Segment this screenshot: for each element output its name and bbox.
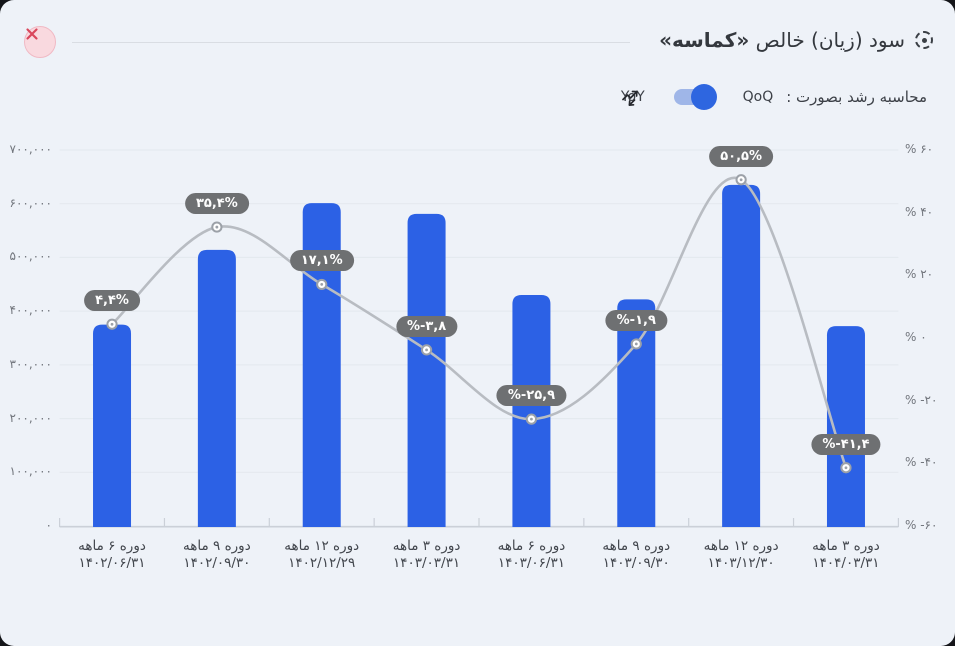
category-date: ۱۴۰۳/۰۹/۳۰ <box>602 555 670 571</box>
bar[interactable] <box>617 299 656 527</box>
growth-label-pill: ۴,۴% <box>84 290 140 312</box>
category-period: دوره ۳ ماهه <box>812 538 880 554</box>
category-date: ۱۴۰۲/۱۲/۲۹ <box>288 555 356 571</box>
left-axis-tick: ۰ <box>45 518 52 532</box>
option-qoq[interactable]: QoQ <box>742 89 774 105</box>
x-axis-category: دوره ۳ ماهه ۱۴۰۴/۰۳/۳۱ <box>781 538 911 572</box>
growth-line <box>111 176 848 469</box>
growth-mode-control: محاسبه رشد بصورت : QoQ YoY <box>620 84 927 110</box>
bar[interactable] <box>93 324 132 527</box>
data-point-center <box>634 342 638 346</box>
toggle-thumb[interactable] <box>690 84 717 110</box>
page-title: سود (زیان) خالص «کماسه» <box>659 28 905 52</box>
right-axis-tick: % ۰ <box>905 330 927 344</box>
bar[interactable] <box>722 184 761 527</box>
category-period: دوره ۶ ماهه <box>497 538 566 554</box>
bar[interactable] <box>302 203 341 528</box>
data-point-center <box>320 283 324 286</box>
x-axis-category: دوره ۹ ماهه ۱۴۰۲/۰۹/۳۰ <box>152 538 282 572</box>
right-axis-tick: % -۴۰ <box>905 455 938 470</box>
page-title-row: سود (زیان) خالص «کماسه» <box>659 28 933 52</box>
category-period: دوره ۶ ماهه <box>78 538 146 554</box>
target-circle-icon <box>915 31 933 49</box>
category-date: ۱۴۰۴/۰۳/۳۱ <box>812 555 880 571</box>
x-axis-category: دوره ۹ ماهه ۱۴۰۳/۰۹/۳۰ <box>571 538 701 572</box>
right-axis-tick: % ۶۰ <box>905 142 934 156</box>
growth-label-pill: %-۴۱,۴ <box>811 433 881 455</box>
right-axis-tick: % ۴۰ <box>905 204 934 219</box>
bar[interactable] <box>197 249 236 527</box>
left-axis-tick: ۷۰۰,۰۰۰ <box>9 142 53 156</box>
left-axis-tick: ۶۰۰,۰۰۰ <box>9 195 53 210</box>
bar[interactable] <box>826 326 865 527</box>
category-period: دوره ۱۲ ماهه <box>703 538 779 554</box>
title-main: سود (زیان) خالص <box>755 28 905 52</box>
data-point-center <box>425 348 428 352</box>
left-axis-tick: ۱۰۰,۰۰۰ <box>9 464 53 479</box>
x-axis-category: دوره ۶ ماهه ۱۴۰۲/۰۶/۳۱ <box>47 538 177 572</box>
data-point-center <box>215 225 219 229</box>
close-icon <box>26 28 38 40</box>
left-axis-tick: ۲۰۰,۰۰۰ <box>9 410 53 425</box>
category-period: دوره ۳ ماهه <box>392 538 461 554</box>
x-axis-category: دوره ۱۲ ماهه ۱۴۰۲/۱۲/۲۹ <box>257 538 387 572</box>
growth-label-pill: %-۳,۸ <box>395 315 458 337</box>
growth-mode-label: محاسبه رشد بصورت : <box>786 88 927 106</box>
category-period: دوره ۱۲ ماهه <box>284 538 360 554</box>
category-date: ۱۴۰۲/۰۶/۳۱ <box>78 555 146 571</box>
data-point-center <box>844 466 848 470</box>
x-axis-category: دوره ۳ ماهه ۱۴۰۳/۰۳/۳۱ <box>362 538 492 572</box>
left-axis-tick: ۵۰۰,۰۰۰ <box>9 249 53 264</box>
category-date: ۱۴۰۳/۰۶/۳۱ <box>497 555 565 571</box>
bar[interactable] <box>407 213 446 528</box>
growth-label-pill: ۵۰,۵% <box>709 145 774 167</box>
category-period: دوره ۹ ماهه <box>602 538 671 554</box>
qoq-yoy-toggle[interactable] <box>673 84 717 110</box>
growth-label-pill: ۱۷,۱% <box>289 250 354 272</box>
data-point-center <box>530 417 533 421</box>
category-date: ۱۴۰۲/۰۹/۳۰ <box>183 555 251 571</box>
header-divider <box>72 42 630 43</box>
category-period: دوره ۹ ماهه <box>183 538 251 554</box>
data-point-center <box>739 178 743 182</box>
category-date: ۱۴۰۳/۰۳/۳۱ <box>393 555 461 571</box>
title-symbol: «کماسه» <box>659 28 750 52</box>
left-axis-tick: ۳۰۰,۰۰۰ <box>9 356 53 371</box>
x-axis-category: دوره ۶ ماهه ۱۴۰۳/۰۶/۳۱ <box>466 538 596 572</box>
growth-label-pill: ۳۵,۴% <box>184 193 249 215</box>
bar[interactable] <box>512 295 551 527</box>
right-axis-tick: % ۲۰ <box>905 267 934 282</box>
option-yoy[interactable]: YoY <box>620 89 645 105</box>
trend-arrows-icon <box>621 90 638 106</box>
growth-label-pill: %-۱,۹ <box>605 309 667 331</box>
right-axis-tick: % -۶۰ <box>905 518 938 532</box>
category-date: ۱۴۰۳/۱۲/۳۰ <box>707 555 775 571</box>
right-axis-tick: % -۲۰ <box>905 392 938 407</box>
growth-label-pill: %-۲۵,۹ <box>496 385 567 407</box>
left-axis-tick: ۴۰۰,۰۰۰ <box>9 303 53 318</box>
x-axis-category: دوره ۱۲ ماهه ۱۴۰۳/۱۲/۳۰ <box>676 538 806 572</box>
close-button[interactable] <box>24 26 56 58</box>
data-point-center <box>110 322 114 326</box>
